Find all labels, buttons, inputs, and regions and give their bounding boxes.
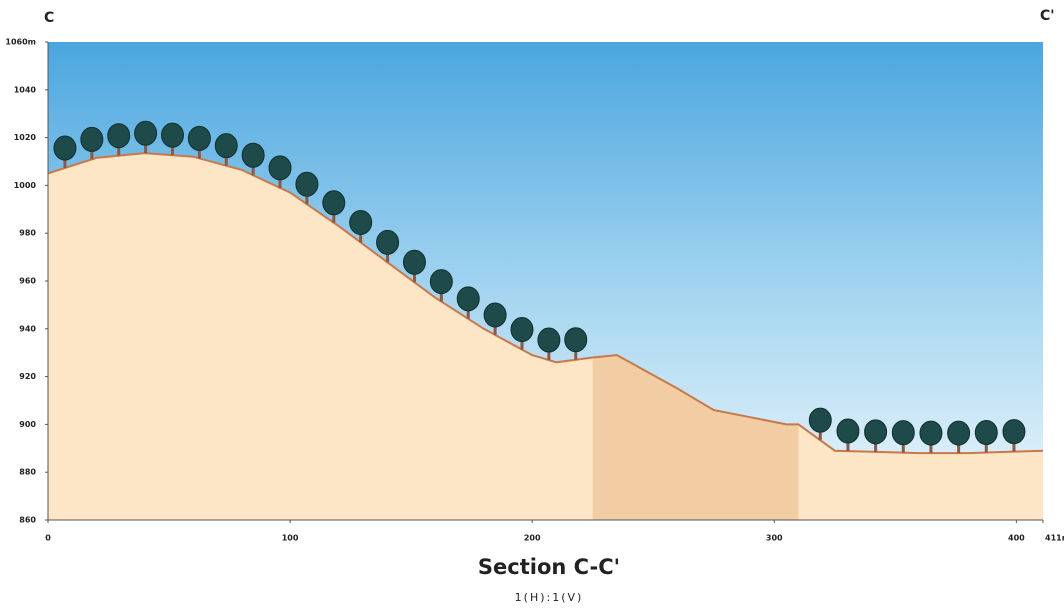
tree-crown	[1003, 420, 1025, 444]
tree-crown	[135, 121, 157, 145]
x-tick-label: 0	[45, 534, 51, 543]
y-tick-label: 900	[19, 420, 36, 429]
tree-crown	[350, 210, 372, 234]
x-tick-label: 400	[1008, 534, 1025, 543]
chart: C C' Section C-C' 1(H):1(V) 860 880 900 920…	[0, 0, 1064, 612]
tree-crown	[296, 172, 318, 196]
page: {"chart_data": {"type": "area", "label_l…	[0, 0, 1064, 612]
y-tick-label: 860	[19, 516, 36, 525]
y-tick-label: 1060m	[5, 38, 36, 47]
tree-crown	[511, 318, 533, 342]
x-tick-label: 200	[524, 534, 541, 543]
y-tick-label: 980	[19, 229, 36, 238]
section-end-label: C'	[1040, 8, 1055, 24]
tree-crown	[161, 123, 183, 147]
y-tick-label: 940	[19, 324, 36, 333]
tree-crown	[81, 127, 103, 151]
tree-crown	[54, 136, 76, 160]
tree-crown	[377, 230, 399, 254]
y-tick-label: 1040	[14, 85, 37, 94]
tree-crown	[323, 191, 345, 215]
tree-crown	[565, 328, 587, 352]
tree-crown	[538, 328, 560, 352]
tree-crown	[920, 421, 942, 445]
tree-crown	[269, 156, 291, 180]
tree-crown	[809, 408, 831, 432]
tree-crown	[457, 287, 479, 311]
section-start-label: C	[44, 10, 54, 26]
y-tick-label: 880	[19, 468, 36, 477]
tree-crown	[403, 250, 425, 274]
tree-crown	[215, 134, 237, 158]
tree-crown	[975, 420, 997, 444]
x-tick-label: 411m	[1045, 534, 1064, 543]
tree-crown	[948, 421, 970, 445]
tree-crown	[108, 124, 130, 148]
chart-subtitle: 1(H):1(V)	[515, 591, 584, 604]
tree-crown	[892, 421, 914, 445]
x-tick-label: 300	[766, 534, 783, 543]
tree-crown	[242, 143, 264, 167]
tree-crown	[865, 420, 887, 444]
tree-crown	[837, 419, 859, 443]
y-tick-label: 960	[19, 277, 36, 286]
x-tick-label: 100	[282, 534, 299, 543]
chart-title: Section C-C'	[478, 555, 620, 579]
y-tick-label: 920	[19, 372, 36, 381]
y-tick-label: 1000	[14, 181, 37, 190]
tree-crown	[430, 270, 452, 294]
tree-crown	[188, 126, 210, 150]
tree-crown	[484, 303, 506, 327]
y-tick-label: 1020	[14, 133, 37, 142]
